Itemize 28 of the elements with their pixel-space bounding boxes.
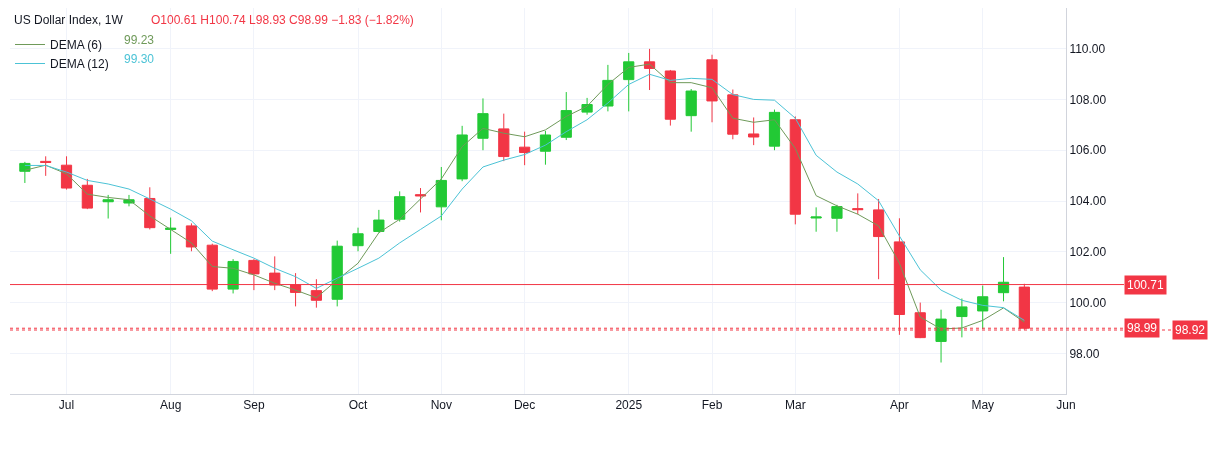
y-tick-label: 110.00 [1069,41,1106,56]
x-tick-label: 2025 [615,398,643,413]
annotation: 99.23 [124,33,155,47]
x-tick-label: Oct [348,398,369,413]
y-tick-label: 108.00 [1069,92,1107,107]
x-tick-label: Dec [513,398,536,413]
x-tick-label: Jun [1056,398,1076,413]
x-tick-label: Nov [430,398,452,413]
x-tick-label: Feb [701,398,723,413]
ref-line-label: 98.99 [1127,321,1158,335]
x-tick-label: Sep [243,398,265,413]
x-tick-label: Aug [159,398,182,413]
x-tick-label: Jul [58,398,75,413]
x-tick-label: Apr [890,398,909,413]
legend-label: DEMA (12) [50,57,109,72]
x-tick-label: May [971,398,995,413]
annotation: O100.61 H100.74 L98.93 C98.99 −1.83 (−1.82%) [151,13,414,27]
y-tick-label: 104.00 [1069,194,1107,209]
y-tick-label: 98.00 [1069,346,1100,361]
y-tick-label: 100.00 [1069,295,1107,310]
text: US Dollar Index, 1W [14,13,124,28]
ref-line-label: 100.71 [1127,278,1165,292]
x-tick-label: Mar [784,398,806,413]
annotation: 99.30 [124,52,155,66]
y-tick-label: 106.00 [1069,143,1107,158]
legend-label: DEMA (6) [50,38,103,53]
y-tick-label: 102.00 [1069,244,1107,259]
ref-line-label: 98.92 [1175,323,1206,337]
